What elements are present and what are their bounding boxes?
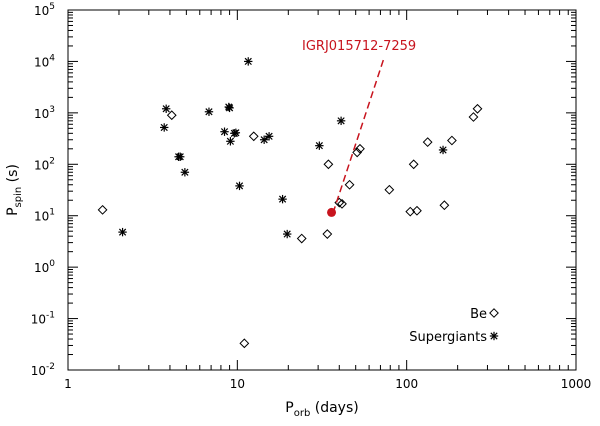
x-tick-labels: 1 10 100 1000 — [64, 377, 591, 391]
be-marker — [447, 135, 457, 146]
be-marker — [239, 338, 250, 349]
supergiant-marker — [282, 229, 292, 239]
y-tick-label-exponent: 2 — [49, 156, 55, 166]
y-tick-label-exponent: 0 — [49, 259, 55, 269]
be-marker — [468, 112, 479, 122]
y-tick-label-exponent: 4 — [49, 53, 55, 63]
y-axis-title-sub: spin — [13, 187, 24, 208]
y-axis-title-main: P — [5, 207, 21, 215]
legend-marker-be — [489, 308, 499, 318]
be-marker — [337, 198, 347, 209]
be-marker — [355, 143, 365, 154]
legend-markers — [489, 308, 499, 341]
y-tick-label: 10-2 — [31, 362, 55, 378]
y-tick-label-base: 10 — [34, 158, 49, 172]
y-tick-label-exponent: -1 — [46, 311, 55, 321]
x-axis-title: Porb (days) — [285, 400, 358, 419]
legend-marker-supergiants — [489, 331, 499, 341]
highlight-point — [327, 207, 337, 217]
be-marker — [166, 110, 177, 121]
y-tick-label-base: 10 — [34, 210, 49, 224]
y-tick-label-base: 10 — [34, 107, 49, 121]
y-axis-title: Pspin (s) — [5, 164, 24, 216]
x-tick-label: 100 — [395, 377, 418, 391]
supergiant-marker — [204, 107, 214, 116]
supergiant-marker — [220, 127, 229, 136]
supergiant-marker — [259, 135, 269, 144]
supergiant-marker — [336, 116, 346, 126]
be-marker — [248, 131, 259, 142]
legend: Be Supergiants — [409, 307, 499, 345]
y-tick-label-base: 10 — [31, 313, 46, 327]
supergiant-marker — [264, 132, 274, 141]
supergiant-marker — [161, 104, 171, 113]
be-marker — [422, 137, 433, 148]
y-tick-label-base: 10 — [34, 261, 49, 275]
legend-label-supergiants: Supergiants — [409, 330, 487, 345]
y-tick-label-base: 10 — [34, 4, 49, 18]
y-axis-title-rest: (s) — [5, 164, 21, 187]
y-tick-label-exponent: 5 — [49, 2, 55, 12]
supergiant-marker — [176, 152, 185, 161]
y-tick-label-exponent: 1 — [49, 208, 55, 218]
be-marker — [408, 159, 419, 170]
y-tick-label: 103 — [34, 105, 55, 121]
be-marker — [344, 179, 355, 190]
supergiant-marker — [226, 137, 235, 146]
y-tick-label: 100 — [34, 259, 55, 275]
y-tick-label: 10-1 — [31, 311, 55, 327]
supergiant-marker — [315, 141, 324, 150]
y-tick-label-base: 10 — [31, 364, 46, 378]
legend-label-be: Be — [470, 307, 487, 322]
annotation-leader-line — [332, 57, 385, 214]
be-marker — [97, 204, 108, 215]
y-tick-label: 105 — [34, 2, 55, 18]
plot-frame — [67, 9, 577, 371]
be-marker — [412, 205, 422, 216]
y-tick-label: 102 — [34, 156, 55, 172]
be-marker — [439, 200, 450, 211]
be-marker — [296, 233, 307, 244]
supergiant-marker — [244, 57, 253, 66]
supergiant-marker — [278, 194, 287, 204]
x-axis-title-main: P — [285, 400, 293, 416]
be-marker — [323, 159, 334, 170]
y-tick-label: 101 — [34, 208, 55, 224]
be-marker — [352, 147, 363, 158]
supergiant-marker — [225, 103, 234, 113]
be-marker — [384, 184, 395, 195]
annotation-label: IGRJ015712-7259 — [302, 39, 416, 54]
x-tick-label: 10 — [230, 377, 245, 391]
be-marker — [322, 229, 333, 239]
supergiant-marker — [235, 181, 244, 191]
supergiant-marker — [118, 227, 127, 237]
x-axis-title-rest: (days) — [310, 400, 358, 416]
axis-ticks — [67, 10, 576, 371]
supergiant-marker — [231, 128, 241, 137]
y-tick-label-exponent: 3 — [49, 105, 55, 115]
supergiant-marker — [180, 168, 190, 177]
y-tick-label-base: 10 — [34, 55, 49, 69]
x-tick-label: 1 — [64, 377, 72, 391]
data-markers — [97, 57, 483, 349]
y-tick-label-exponent: -2 — [46, 362, 55, 372]
x-tick-label: 1000 — [561, 377, 592, 391]
y-tick-label: 104 — [34, 53, 55, 69]
supergiant-marker — [438, 145, 448, 155]
x-axis-title-sub: orb — [294, 408, 311, 419]
be-marker — [472, 103, 483, 114]
supergiant-marker — [160, 123, 169, 132]
